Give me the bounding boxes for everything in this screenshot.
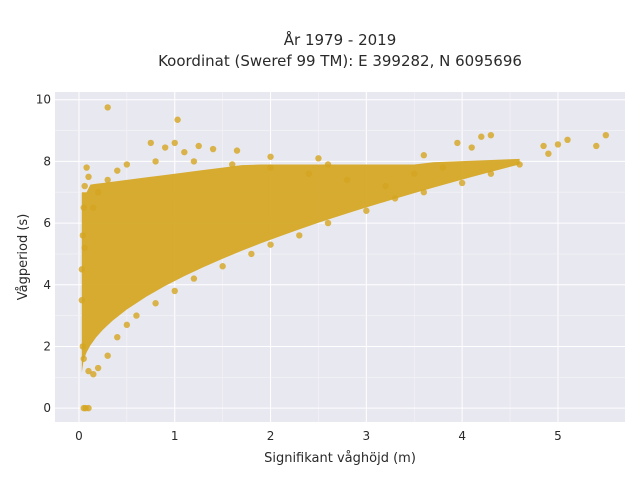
scatter-point [420, 189, 428, 196]
scatter-point [468, 144, 475, 151]
scatter-point [554, 141, 562, 148]
scatter-point [104, 176, 111, 184]
y-tick-label: 2 [43, 339, 51, 353]
scatter-point [104, 352, 111, 359]
scatter-point [324, 219, 332, 227]
scatter-point [147, 139, 154, 147]
scatter-point [81, 182, 88, 190]
y-tick-label: 0 [43, 401, 51, 415]
x-tick-labels: 0 1 2 3 4 5 [75, 429, 562, 443]
scatter-point [233, 147, 241, 154]
scatter-point [315, 155, 322, 162]
y-tick-label: 4 [43, 278, 51, 292]
scatter-point [391, 195, 399, 202]
scatter-point [114, 167, 121, 174]
y-tick-label: 10 [36, 93, 51, 107]
scatter-point [181, 148, 188, 156]
grid-lines [55, 92, 625, 422]
scatter-point [363, 207, 370, 214]
scatter-point [123, 161, 131, 168]
x-tick-label: 0 [75, 429, 83, 443]
scatter-point [267, 153, 274, 160]
scatter-point [174, 116, 181, 123]
scatter-point [267, 164, 274, 171]
scatter-point [478, 133, 485, 140]
scatter-point [602, 131, 610, 139]
scatter-point [593, 142, 600, 150]
scatter-point [267, 241, 274, 248]
scatter-point [540, 142, 547, 150]
scatter-point [80, 204, 87, 211]
scatter-point [171, 139, 178, 147]
scatter-point [190, 158, 198, 165]
x-tick-label: 4 [458, 429, 466, 443]
scatter-point [219, 263, 226, 270]
scatter-point [79, 232, 86, 239]
x-tick-label: 5 [554, 429, 562, 443]
scatter-point [94, 189, 102, 196]
x-tick-label: 2 [267, 429, 275, 443]
scatter-point [248, 250, 255, 258]
scatter-point [90, 370, 97, 378]
scatter-point [80, 355, 87, 362]
scatter-point [411, 170, 418, 177]
x-axis-label: Signifikant våghöjd (m) [264, 451, 416, 466]
scatter-point [81, 244, 88, 251]
scatter-point [78, 296, 86, 304]
scatter-point [454, 139, 461, 147]
scatter-point [83, 164, 90, 171]
scatter-point [516, 161, 523, 168]
scatter-point [85, 404, 92, 412]
scatter-points [78, 104, 610, 412]
x-tick-label: 3 [363, 429, 371, 443]
scatter-point [564, 136, 571, 144]
scatter-point [382, 182, 389, 190]
scatter-point [487, 131, 495, 139]
scatter-point [305, 170, 313, 177]
scatter-point [133, 312, 140, 319]
scatter-point [209, 145, 217, 153]
scatter-point [161, 144, 169, 151]
scatter-point [343, 176, 351, 184]
x-tick-label: 1 [171, 429, 179, 443]
scatter-point [85, 173, 92, 181]
scatter-point [296, 232, 303, 239]
scatter-point [324, 161, 332, 168]
y-tick-label: 6 [43, 216, 51, 230]
scatter-point [85, 367, 92, 375]
y-tick-label: 8 [43, 154, 51, 168]
scatter-point [152, 300, 159, 307]
scatter-point [123, 321, 131, 329]
scatter-point [78, 266, 86, 273]
y-tick-labels: 0 2 4 6 8 10 [36, 93, 51, 415]
scatter-point [458, 179, 466, 187]
scatter-point [229, 161, 236, 168]
scatter-point [420, 152, 428, 159]
scatter-point [104, 104, 111, 111]
chart-title-line1: År 1979 - 2019 [284, 30, 397, 49]
scatter-point [190, 275, 198, 282]
scatter-cloud [81, 158, 520, 373]
scatter-density-region [81, 158, 520, 373]
scatter-point [545, 150, 552, 157]
y-axis-label: Vågperiod (s) [16, 214, 31, 301]
scatter-point [90, 204, 97, 211]
scatter-point [487, 170, 495, 177]
scatter-point [94, 364, 102, 372]
scatter-point [114, 333, 121, 341]
scatter-point [79, 343, 86, 350]
scatter-point [152, 158, 159, 165]
scatter-point [171, 287, 178, 295]
scatter-point [439, 164, 447, 171]
chart-title-line2: Koordinat (Sweref 99 TM): E 399282, N 60… [158, 52, 522, 70]
scatter-point [195, 142, 202, 150]
